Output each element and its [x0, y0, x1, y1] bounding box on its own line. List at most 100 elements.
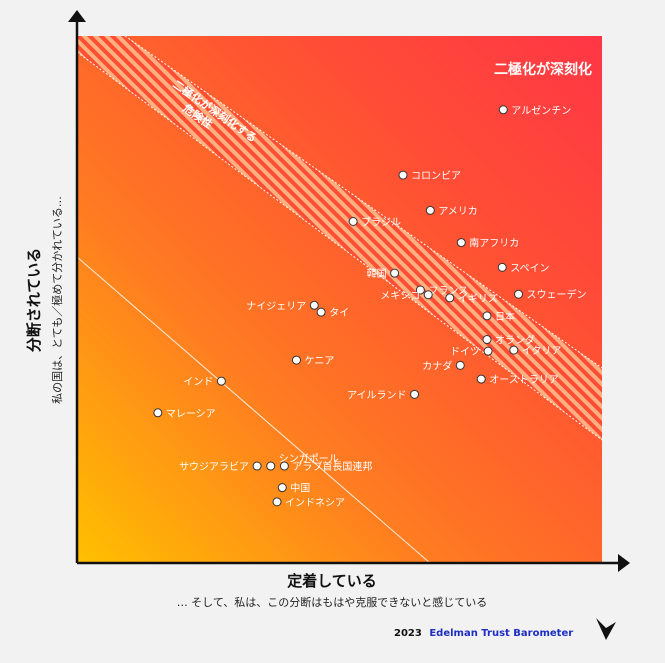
data-point: コロンビア: [398, 170, 461, 182]
data-point-marker: [390, 268, 400, 278]
data-point-label: フランス: [428, 285, 468, 297]
data-point-marker: [423, 290, 433, 300]
data-point-label: ナイジェリア: [246, 300, 306, 312]
risk-band-edge-lower: [77, 51, 602, 441]
data-point-marker: [425, 205, 435, 215]
data-point-label: 韓国: [367, 268, 387, 280]
risk-band-edge-upper: [124, 36, 602, 369]
x-axis-title: 定着している: [287, 572, 377, 590]
data-point: イタリア: [509, 345, 562, 357]
data-point-marker: [410, 389, 420, 399]
data-point-label: シンガポール: [279, 453, 339, 465]
data-point-marker: [445, 293, 455, 303]
data-point: シンガポール: [266, 453, 339, 471]
data-point-label: オーストラリア: [489, 374, 559, 386]
y-axis: [68, 10, 86, 563]
data-point-label: アルゼンチン: [511, 105, 571, 117]
plot-background: [77, 36, 602, 563]
data-point: インド: [183, 376, 226, 388]
data-point-label: ブラジル: [361, 216, 401, 229]
data-point-label: インドネシア: [285, 497, 345, 509]
data-point: サウジアラビア: [179, 461, 262, 473]
data-point-label: タイ: [329, 307, 349, 319]
data-point: アルゼンチン: [498, 105, 571, 117]
data-point-label: イタリア: [522, 345, 562, 357]
data-point-marker: [277, 483, 287, 493]
data-point-marker: [291, 355, 301, 365]
data-point-marker: [266, 461, 276, 471]
data-point: アメリカ: [425, 205, 478, 217]
data-point: メキシコ: [380, 290, 433, 302]
data-point: ドイツ: [450, 346, 493, 358]
data-point-marker: [415, 285, 425, 295]
x-axis-subtitle: … そして、私は、この分断はもはや克服できないと感じている: [177, 595, 488, 609]
data-point: 韓国: [367, 268, 400, 280]
data-point-marker: [498, 105, 508, 115]
zone-title-severe: 二極化が深刻化: [494, 61, 592, 78]
data-point: インドネシア: [272, 497, 345, 509]
data-point: タイ: [316, 307, 349, 319]
data-point-label: スウェーデン: [527, 288, 587, 301]
data-point: スペイン: [497, 262, 550, 274]
data-point-marker: [153, 408, 163, 418]
y-axis-arrow-icon: [68, 10, 86, 22]
data-point: オランダ: [482, 334, 535, 347]
data-point-marker: [216, 376, 226, 386]
data-point-label: マレーシア: [166, 409, 216, 420]
data-point-marker: [509, 345, 519, 355]
data-point-label: ケニア: [304, 355, 334, 367]
data-point-marker: [348, 217, 358, 227]
data-point: マレーシア: [153, 408, 216, 420]
data-point: ナイジェリア: [246, 300, 319, 312]
data-point-label: コロンビア: [411, 170, 461, 182]
data-point: フランス: [415, 285, 468, 297]
data-point-label: 南アフリカ: [469, 237, 519, 250]
brand-name: Edelman Trust Barometer: [429, 628, 573, 639]
x-axis: [77, 554, 630, 572]
data-point-marker: [398, 170, 408, 180]
data-point: ブラジル: [348, 216, 401, 229]
data-point: スウェーデン: [514, 288, 587, 301]
data-point-label: アメリカ: [438, 205, 478, 217]
y-axis-subtitle: 私の国は、とても／極めて分かれている…: [50, 196, 64, 404]
data-point-label: サウジアラビア: [179, 461, 249, 473]
data-point-marker: [252, 461, 262, 471]
x-axis-arrow-icon: [618, 554, 630, 572]
brand-arrow-icon: [596, 618, 616, 640]
data-point-marker: [455, 360, 465, 370]
data-point-marker: [482, 335, 492, 345]
data-point: 中国: [277, 482, 310, 495]
data-point-label: アラブ首長国連邦: [292, 460, 372, 473]
data-point: ケニア: [291, 355, 334, 367]
data-point-label: インド: [183, 377, 213, 388]
data-point-label: カナダ: [422, 359, 452, 372]
moderate-divider-line: [77, 256, 431, 563]
data-point: オーストラリア: [476, 374, 559, 386]
data-point-label: メキシコ: [380, 291, 420, 302]
data-point: カナダ: [422, 359, 465, 372]
data-point-marker: [279, 461, 289, 471]
data-point-marker: [476, 374, 486, 384]
data-point-marker: [456, 238, 466, 248]
data-point-marker: [497, 262, 507, 272]
data-point-marker: [316, 307, 326, 317]
data-point: アイルランド: [347, 389, 420, 401]
data-point-marker: [272, 497, 282, 507]
data-point: アラブ首長国連邦: [279, 460, 372, 473]
data-point-label: イギリス: [458, 293, 498, 305]
brand-year: 2023: [394, 628, 422, 639]
risk-band: [77, 36, 602, 440]
data-point: 日本: [482, 310, 515, 323]
brand-footer: 2023 Edelman Trust Barometer: [394, 628, 573, 639]
data-point-label: 日本: [495, 310, 515, 323]
data-point-label: 中国: [290, 482, 310, 495]
data-point-marker: [514, 289, 524, 299]
data-point-marker: [309, 300, 319, 310]
data-point-label: ドイツ: [450, 347, 480, 358]
data-point-label: アイルランド: [347, 389, 407, 401]
y-axis-title: 分断されている: [25, 248, 43, 353]
data-point: イギリス: [445, 293, 498, 305]
data-point-label: オランダ: [495, 334, 535, 347]
